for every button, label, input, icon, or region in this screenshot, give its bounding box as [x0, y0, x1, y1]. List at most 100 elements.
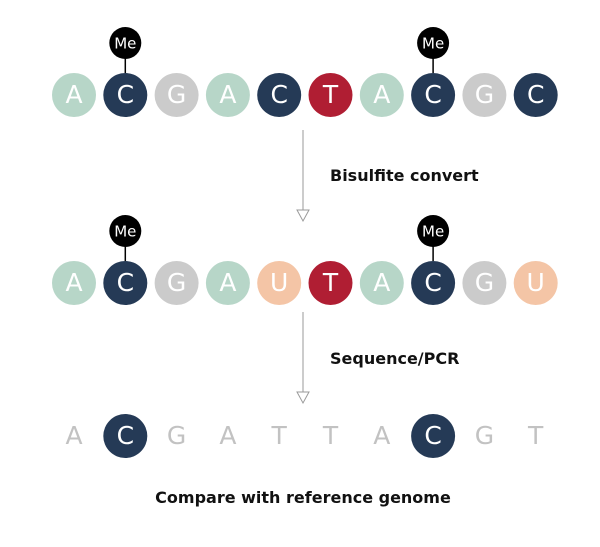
- methyl-tag: Me: [109, 215, 142, 261]
- base-circle: [52, 73, 96, 117]
- base-circle: [103, 73, 148, 117]
- base-original-6: A: [359, 73, 404, 117]
- methyl-badge: [109, 27, 142, 59]
- bisulfite-step-label: Bisulfite convert: [330, 166, 479, 185]
- result-base-9: T: [527, 421, 544, 450]
- base-letter: C: [117, 268, 134, 297]
- base-original-8: G: [462, 73, 507, 117]
- base-letter: C: [527, 80, 544, 109]
- base-letter: A: [65, 80, 82, 109]
- methyl-badge: [417, 27, 450, 59]
- base-circle: [411, 73, 456, 117]
- result-letter: A: [219, 421, 236, 450]
- base-letter: G: [167, 80, 186, 109]
- methyl-tag: Me: [417, 215, 450, 261]
- base-circle: [154, 261, 199, 305]
- result-base-3: A: [219, 421, 236, 450]
- base-circle: [462, 73, 507, 117]
- base-original-2: G: [154, 73, 199, 117]
- base-converted-5: T: [308, 261, 353, 305]
- base-converted-0: A: [52, 261, 96, 305]
- result-base-6: A: [373, 421, 390, 450]
- base-letter: U: [527, 268, 545, 297]
- result-letter: C: [117, 421, 134, 450]
- base-letter: C: [424, 268, 441, 297]
- base-converted-2: G: [154, 261, 199, 305]
- base-converted-1: C: [103, 261, 148, 305]
- result-base-2: G: [167, 421, 186, 450]
- base-circle: [103, 261, 148, 305]
- base-circle: [154, 73, 199, 117]
- result-base-0: A: [65, 421, 82, 450]
- result-letter: G: [475, 421, 494, 450]
- base-original-3: A: [205, 73, 250, 117]
- methyl-badge: [109, 215, 142, 247]
- result-base-5: T: [322, 421, 339, 450]
- base-letter: A: [219, 80, 236, 109]
- methyl-label: Me: [114, 223, 136, 241]
- base-circle: [513, 73, 558, 117]
- base-letter: G: [167, 268, 186, 297]
- methyl-label: Me: [422, 223, 444, 241]
- base-letter: C: [270, 80, 287, 109]
- methyl-tag: Me: [109, 27, 142, 73]
- base-letter: T: [322, 80, 339, 109]
- base-letter: T: [322, 268, 339, 297]
- original-sequence-row: A C G A C T A C G C Me Me: [52, 27, 558, 117]
- base-letter: U: [270, 268, 288, 297]
- base-circle: [205, 73, 250, 117]
- base-circle: [359, 261, 404, 305]
- sequence-pcr-step-label: Sequence/PCR: [330, 349, 459, 368]
- result-base-7: C: [411, 414, 456, 458]
- base-original-4: C: [257, 73, 302, 117]
- methyl-label: Me: [422, 35, 444, 53]
- base-letter: A: [65, 268, 82, 297]
- bisulfite-arrow: [296, 130, 310, 223]
- base-letter: C: [117, 80, 134, 109]
- base-converted-6: A: [359, 261, 404, 305]
- result-letter: G: [167, 421, 186, 450]
- sequence-pcr-arrow: [296, 312, 310, 405]
- base-converted-9: U: [513, 261, 558, 305]
- result-letter: T: [271, 421, 288, 450]
- base-circle: [257, 261, 302, 305]
- base-original-0: A: [52, 73, 96, 117]
- base-circle: [308, 261, 353, 305]
- base-converted-4: U: [257, 261, 302, 305]
- result-letter: A: [65, 421, 82, 450]
- base-letter: A: [373, 268, 390, 297]
- base-converted-3: A: [205, 261, 250, 305]
- base-original-1: C: [103, 73, 148, 117]
- base-circle: [257, 73, 302, 117]
- base-original-7: C: [411, 73, 456, 117]
- base-converted-7: C: [411, 261, 456, 305]
- result-letter: A: [373, 421, 390, 450]
- base-letter: G: [475, 80, 494, 109]
- base-letter: A: [219, 268, 236, 297]
- result-letter: C: [424, 421, 441, 450]
- base-circle: [462, 261, 507, 305]
- compare-step-label: Compare with reference genome: [155, 488, 451, 507]
- highlight-circle: [411, 414, 456, 458]
- base-circle: [308, 73, 353, 117]
- result-letter: T: [527, 421, 544, 450]
- base-letter: C: [424, 80, 441, 109]
- result-base-4: T: [271, 421, 288, 450]
- base-original-5: T: [308, 73, 353, 117]
- base-circle: [411, 261, 456, 305]
- base-letter: A: [373, 80, 390, 109]
- result-letter: T: [322, 421, 339, 450]
- converted-sequence-row: A C G A U T A C G U Me Me: [52, 215, 558, 305]
- result-base-8: G: [475, 421, 494, 450]
- result-base-1: C: [103, 414, 148, 458]
- base-original-9: C: [513, 73, 558, 117]
- highlight-circle: [103, 414, 148, 458]
- base-circle: [52, 261, 96, 305]
- methyl-label: Me: [114, 35, 136, 53]
- base-circle: [205, 261, 250, 305]
- base-converted-8: G: [462, 261, 507, 305]
- base-letter: G: [475, 268, 494, 297]
- base-circle: [359, 73, 404, 117]
